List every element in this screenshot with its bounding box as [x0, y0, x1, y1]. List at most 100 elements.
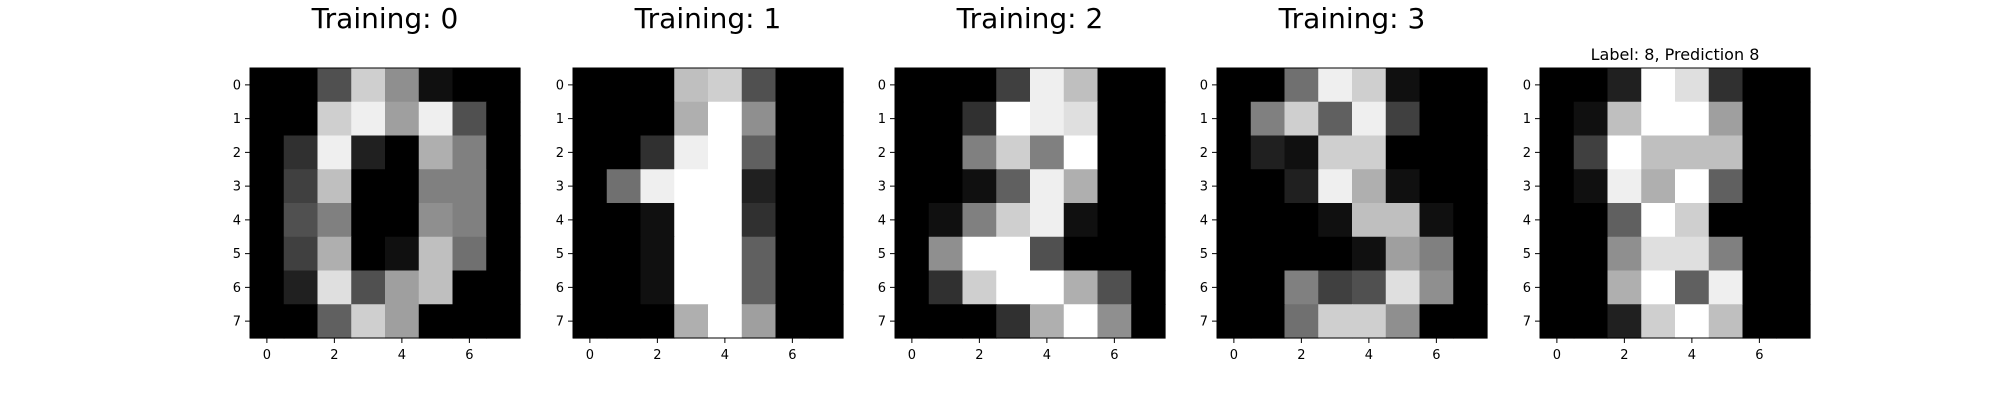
x-tick-label: 6: [1110, 348, 1118, 363]
pixel-cell: [1675, 304, 1710, 339]
pixel-cell: [1097, 304, 1132, 339]
pixel-cell: [418, 68, 454, 103]
pixel-cell: [809, 304, 844, 339]
pixel-cell: [1352, 169, 1387, 204]
pixel-cell: [741, 135, 777, 170]
pixel-cell: [573, 135, 608, 170]
pixel-cell: [317, 203, 352, 238]
pixel-cell: [1250, 236, 1286, 272]
pixel-cell: [1030, 169, 1065, 204]
pixel-cell: [708, 236, 743, 272]
pixel-cell: [1641, 68, 1676, 103]
pixel-cell: [418, 270, 454, 305]
pixel-cell: [351, 135, 386, 170]
pixel-cell: [385, 169, 420, 204]
pixel-cell: [1250, 135, 1286, 170]
pixel-cell: [1573, 101, 1609, 137]
pixel-cell: [486, 135, 521, 170]
pixel-cell: [775, 270, 810, 305]
pixel-cell: [674, 304, 709, 339]
pixel-cell: [418, 135, 454, 170]
y-tick-label: 3: [878, 180, 886, 195]
pixel-cell: [962, 236, 997, 272]
pixel-cell: [996, 68, 1031, 103]
pixel-cell: [775, 304, 810, 339]
pixel-cell: [809, 169, 844, 204]
pixel-cell: [351, 304, 386, 339]
pixel-cell: [1097, 169, 1132, 204]
pixel-cell: [1453, 203, 1488, 238]
pixel-cell: [1097, 101, 1132, 137]
pixel-cell: [1675, 68, 1710, 103]
x-tick-label: 2: [653, 348, 661, 363]
pixel-cell: [1063, 304, 1099, 339]
pixel-cell: [452, 270, 487, 305]
pixel-cell: [1742, 270, 1777, 305]
pixel-cell: [1097, 203, 1132, 238]
y-tick-label: 7: [1523, 315, 1531, 330]
pixel-cell: [1573, 169, 1609, 204]
pixel-cell: [1318, 203, 1353, 238]
y-tick-label: 5: [1523, 247, 1531, 262]
pixel-cell: [708, 135, 743, 170]
pixel-cell: [1641, 236, 1676, 272]
pixel-cell: [741, 304, 777, 339]
pixel-cell: [674, 236, 709, 272]
pixel-cell: [452, 203, 487, 238]
pixel-cell: [996, 169, 1031, 204]
digit-panel-2: Training: 2 0 2 4 6 0 1 2 3 4 5 6 7: [878, 2, 1166, 363]
pixel-cell: [418, 236, 454, 272]
pixel-cell: [1776, 203, 1811, 238]
pixel-cell: [1352, 304, 1387, 339]
y-tick-label: 7: [556, 315, 564, 330]
pixel-cell: [1573, 68, 1609, 103]
pixel-cell: [606, 169, 642, 204]
pixel-cell: [1385, 101, 1421, 137]
pixel-cell: [962, 135, 997, 170]
y-tick-label: 3: [1523, 180, 1531, 195]
panel-title: Training: 3: [1278, 2, 1426, 35]
pixel-cell: [1607, 236, 1642, 272]
pixel-cell: [708, 304, 743, 339]
pixel-cell: [573, 270, 608, 305]
pixel-cell: [1607, 101, 1642, 137]
digit-panel-3: Training: 3 0 2 4 6 0 1 2 3 4 5 6 7: [1200, 2, 1488, 363]
y-tick-label: 1: [1200, 112, 1208, 127]
y-tick-label: 2: [556, 146, 564, 161]
digit-panel-4: Label: 8, Prediction 8 0 2 4 6 0 1 2 3 4 5 6 7: [1523, 45, 1811, 363]
pixel-cell: [452, 236, 487, 272]
pixel-cell: [640, 304, 675, 339]
pixel-cell: [452, 169, 487, 204]
pixel-cell: [1352, 68, 1387, 103]
pixel-cell: [1284, 169, 1319, 204]
pixel-cell: [1776, 236, 1811, 272]
pixel-cell: [1030, 68, 1065, 103]
pixel-cell: [606, 270, 642, 305]
y-tick-label: 5: [1200, 247, 1208, 262]
pixel-cell: [1131, 169, 1166, 204]
pixel-cell: [1540, 169, 1575, 204]
axes-frame: [894, 67, 1166, 339]
pixel-cell: [674, 68, 709, 103]
y-tick-label: 2: [878, 146, 886, 161]
pixel-cell: [418, 101, 454, 137]
pixel-cell: [1250, 169, 1286, 204]
pixel-cell: [1318, 68, 1353, 103]
pixel-cell: [962, 304, 997, 339]
pixel-cell: [1352, 101, 1387, 137]
pixel-cell: [1742, 68, 1777, 103]
y-tick-label: 6: [556, 281, 564, 296]
pixel-cell: [351, 270, 386, 305]
pixel-cell: [1641, 135, 1676, 170]
pixel-cell: [674, 203, 709, 238]
pixel-cell: [1217, 236, 1252, 272]
pixel-cell: [1708, 101, 1744, 137]
pixel-cell: [1453, 236, 1488, 272]
pixel-cell: [895, 203, 930, 238]
pixel-cell: [573, 101, 608, 137]
pixel-cell: [1419, 236, 1454, 272]
y-tick-label: 6: [1523, 281, 1531, 296]
pixel-cell: [996, 203, 1031, 238]
pixel-cell: [1063, 101, 1099, 137]
